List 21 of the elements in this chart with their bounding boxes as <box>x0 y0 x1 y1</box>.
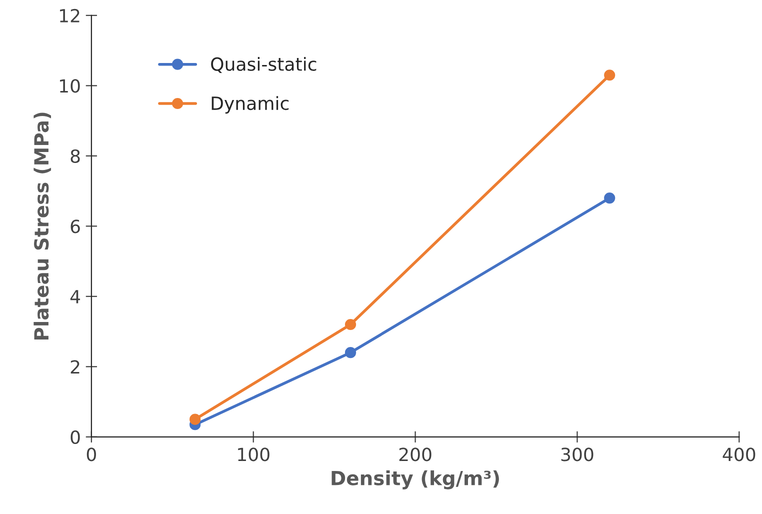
x-axis-title: Density (kg/m³) <box>332 470 499 490</box>
legend-label: Quasi-static <box>211 56 316 74</box>
y-tick-label: 6 <box>70 220 80 234</box>
y-tick-label: 2 <box>70 360 80 374</box>
y-axis-title: Plateau Stress (MPa) <box>34 112 52 340</box>
point <box>604 70 616 81</box>
legend-label: Dynamic <box>212 96 289 114</box>
x-tick-label: 100 <box>238 448 270 462</box>
point <box>344 347 356 358</box>
y-tick-label: 10 <box>60 79 80 93</box>
y-tick-label: 12 <box>60 8 80 22</box>
x-tick-label: 400 <box>722 448 756 462</box>
x-tick-label: 300 <box>561 448 594 462</box>
x-tick-label: 0 <box>86 448 96 462</box>
y-tick-label: 4 <box>70 290 80 304</box>
x-tick-label: 200 <box>399 448 432 462</box>
point <box>190 414 201 425</box>
point <box>604 192 616 204</box>
y-tick-label: 0 <box>70 430 80 444</box>
y-tick-label: 8 <box>70 149 80 164</box>
point <box>344 318 356 330</box>
